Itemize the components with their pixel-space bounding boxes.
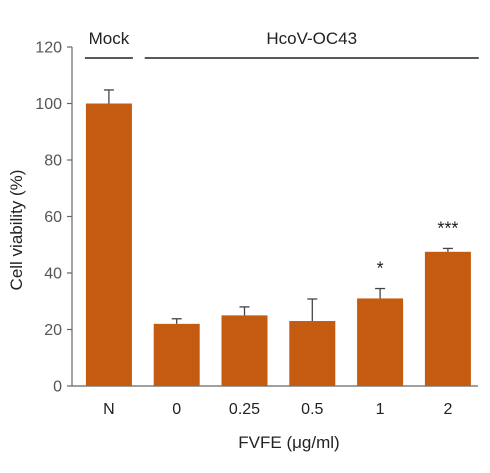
y-tick-label: 60: [44, 209, 62, 226]
y-axis-label: Cell viability (%): [7, 170, 26, 291]
y-tick-label: 20: [44, 322, 62, 339]
bar: [153, 323, 200, 386]
group-label: Mock: [89, 29, 130, 48]
significance-marker: ***: [437, 218, 458, 238]
group-label: HcoV-OC43: [266, 29, 357, 48]
x-tick-label: 2: [443, 401, 452, 418]
y-tick-label: 120: [35, 40, 62, 57]
x-tick-label: 0.25: [229, 401, 260, 418]
x-tick-label: N: [103, 401, 115, 418]
group-brackets: Mock HcoV-OC43: [84, 29, 479, 59]
bar: [357, 298, 404, 386]
x-tick-label: 0: [172, 401, 181, 418]
y-tick-label: 0: [53, 379, 62, 396]
y-tick-label: 40: [44, 266, 62, 283]
bar: [85, 103, 132, 386]
bar: [289, 321, 336, 386]
bar: [221, 315, 268, 386]
y-tick-label: 80: [44, 153, 62, 170]
x-axis-label: FVFE (μg/ml): [238, 433, 339, 452]
bar: [424, 251, 471, 386]
y-tick-label: 100: [35, 96, 62, 113]
x-tick-label: 1: [376, 401, 385, 418]
significance-marker: *: [377, 259, 384, 279]
bars: ****: [85, 89, 471, 386]
y-axis: 0 20 40 60 80 100 120: [35, 40, 73, 396]
x-axis: N 0 0.25 0.5 1 2: [72, 385, 478, 418]
x-tick-label: 0.5: [301, 401, 323, 418]
